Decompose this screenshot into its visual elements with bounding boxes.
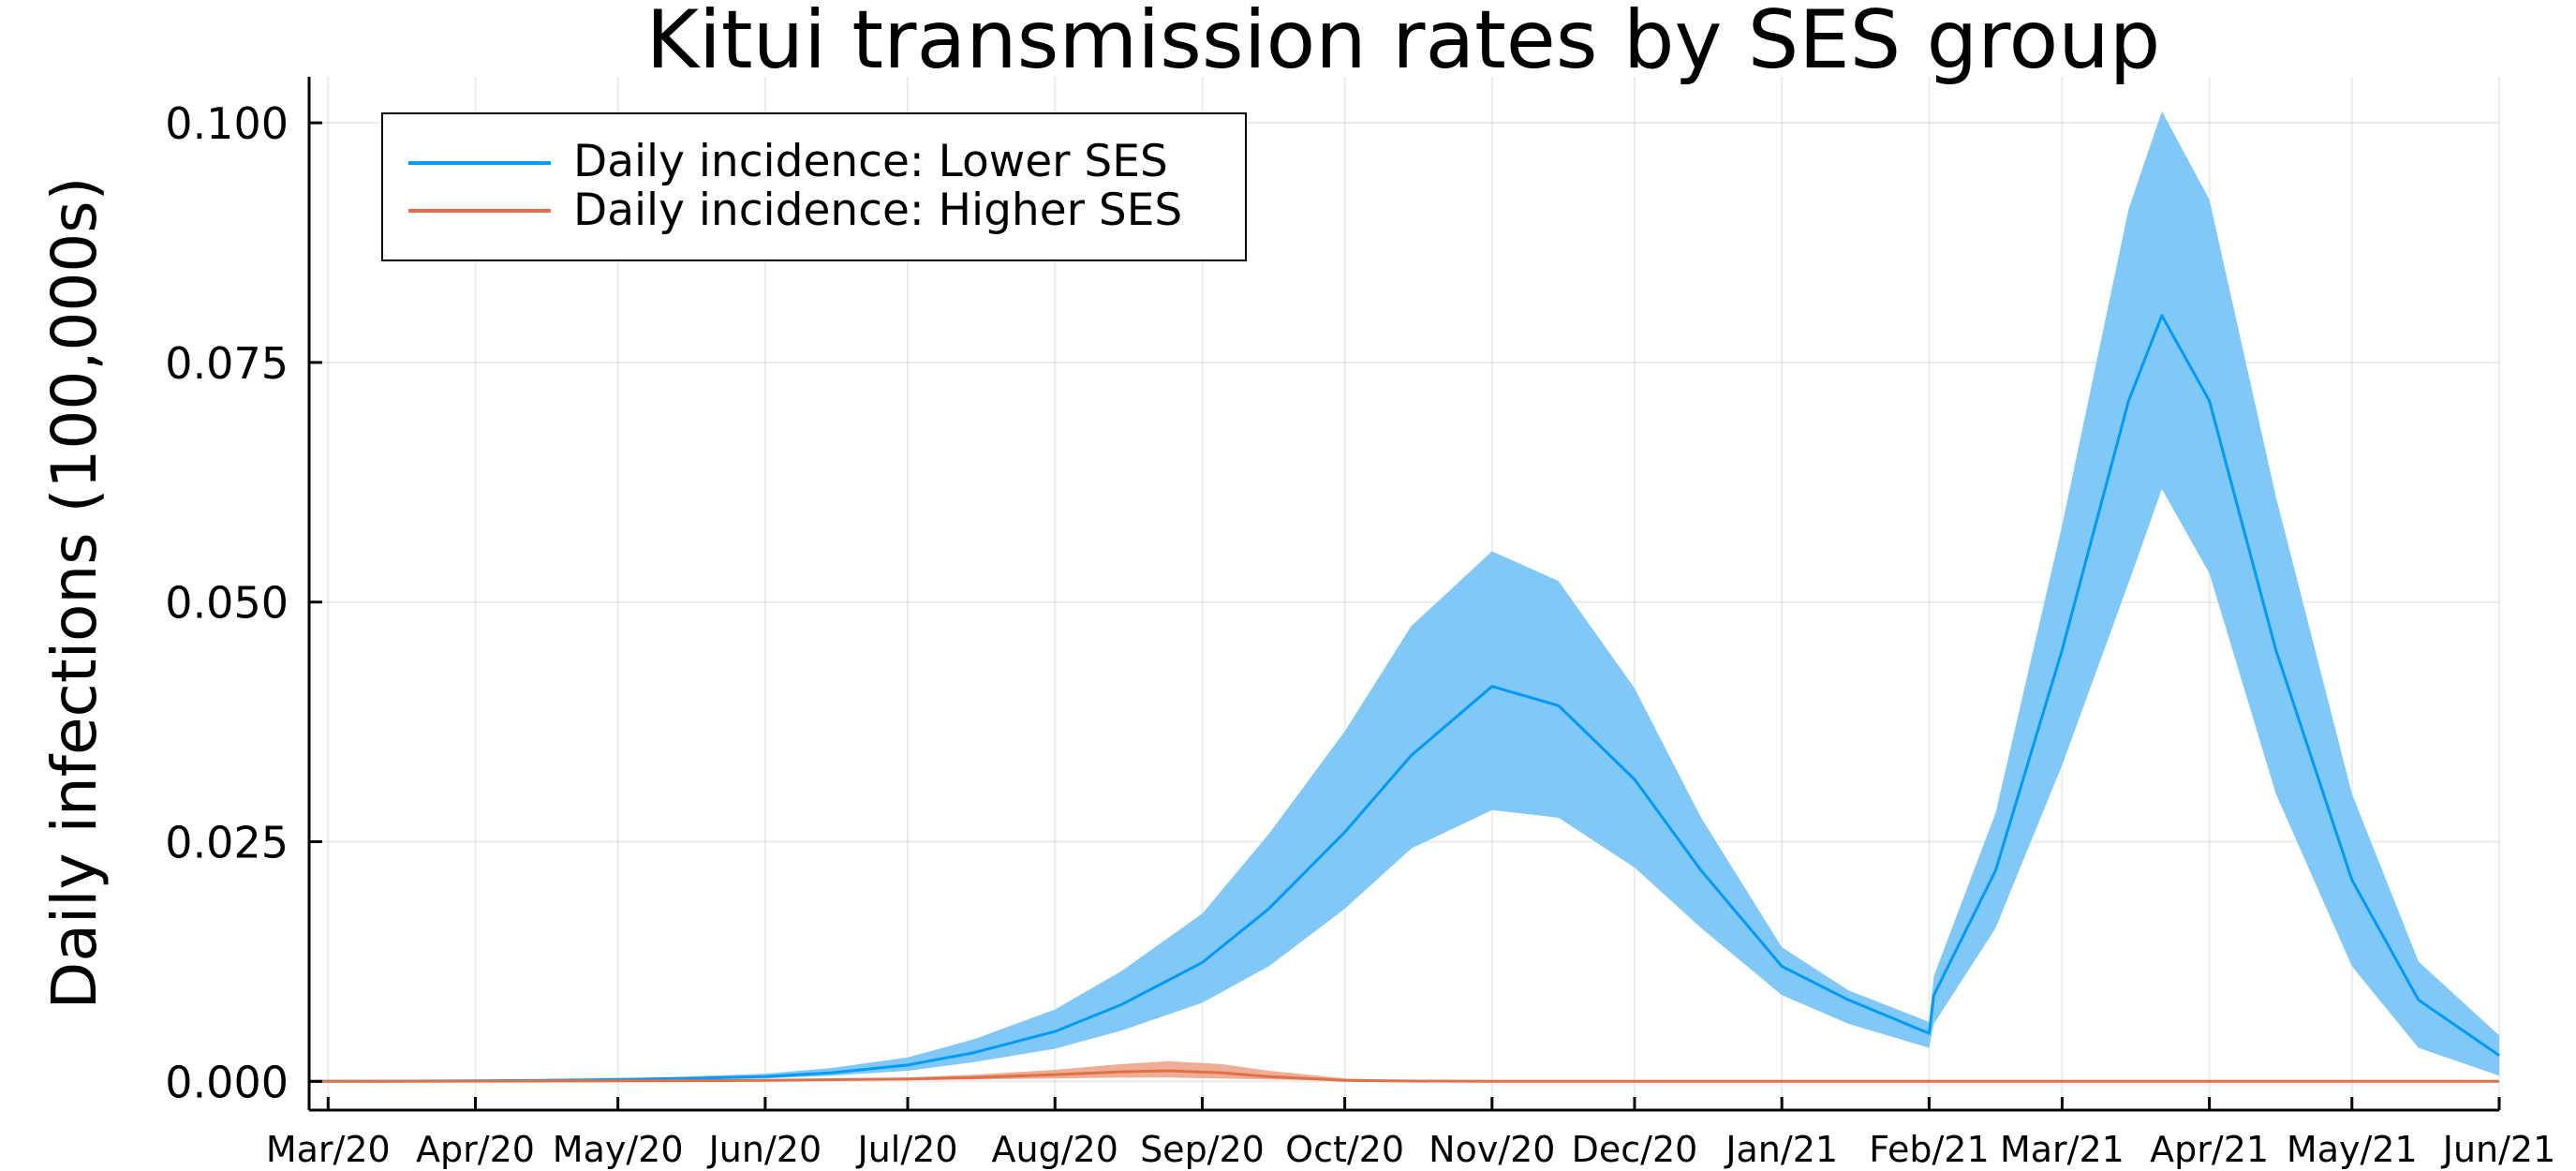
- y-axis-label: Daily infections (100,000s): [38, 177, 111, 1010]
- y-tick-label: 0.075: [165, 338, 289, 389]
- x-tick-label: Jun/20: [707, 1129, 822, 1170]
- series-line-lower-ses: [308, 314, 2500, 1083]
- x-tick-label: Apr/21: [2150, 1129, 2269, 1170]
- x-tick-label: Jul/20: [856, 1129, 958, 1170]
- x-tick-label: Aug/20: [992, 1129, 1118, 1170]
- y-tick-label: 0.000: [165, 1057, 289, 1107]
- y-tick-label: 0.050: [165, 578, 289, 629]
- x-tick-label: Nov/20: [1429, 1129, 1555, 1170]
- axes: 0.000 0.025 0.050 0.075 0.100 Mar/20 Apr/20 May…: [165, 77, 2555, 1170]
- x-tick-label: Dec/20: [1572, 1129, 1698, 1170]
- x-tick-label: Mar/20: [266, 1129, 391, 1170]
- chart-title: Kitui transmission rates by SES group: [646, 0, 2161, 87]
- x-tick-label: Jan/21: [1724, 1129, 1838, 1170]
- y-tick-label: 0.100: [165, 98, 289, 149]
- x-tick-label: Sep/20: [1140, 1129, 1265, 1170]
- series-lines: [308, 314, 2500, 1083]
- legend-label-lower-ses: Daily incidence: Lower SES: [573, 136, 1168, 187]
- x-tick-label: May/21: [2287, 1129, 2418, 1170]
- confidence-bands: [309, 111, 2499, 1082]
- legend-box: [381, 112, 1247, 261]
- x-tick-label: Apr/20: [416, 1129, 535, 1170]
- legend: Daily incidence: Lower SES Daily inciden…: [381, 112, 1247, 261]
- series-line-higher-ses: [308, 1069, 2499, 1083]
- legend-label-higher-ses: Daily incidence: Higher SES: [573, 185, 1182, 236]
- y-tick-label: 0.025: [165, 818, 289, 868]
- x-tick-label: May/20: [553, 1129, 684, 1170]
- x-tick-label: Jun/21: [2441, 1129, 2556, 1170]
- confidence-band-lower-ses: [309, 111, 2499, 1082]
- x-tick-label: Oct/20: [1285, 1129, 1404, 1170]
- x-tick-label: Mar/21: [2000, 1129, 2124, 1170]
- x-tick-label: Feb/21: [1869, 1129, 1989, 1170]
